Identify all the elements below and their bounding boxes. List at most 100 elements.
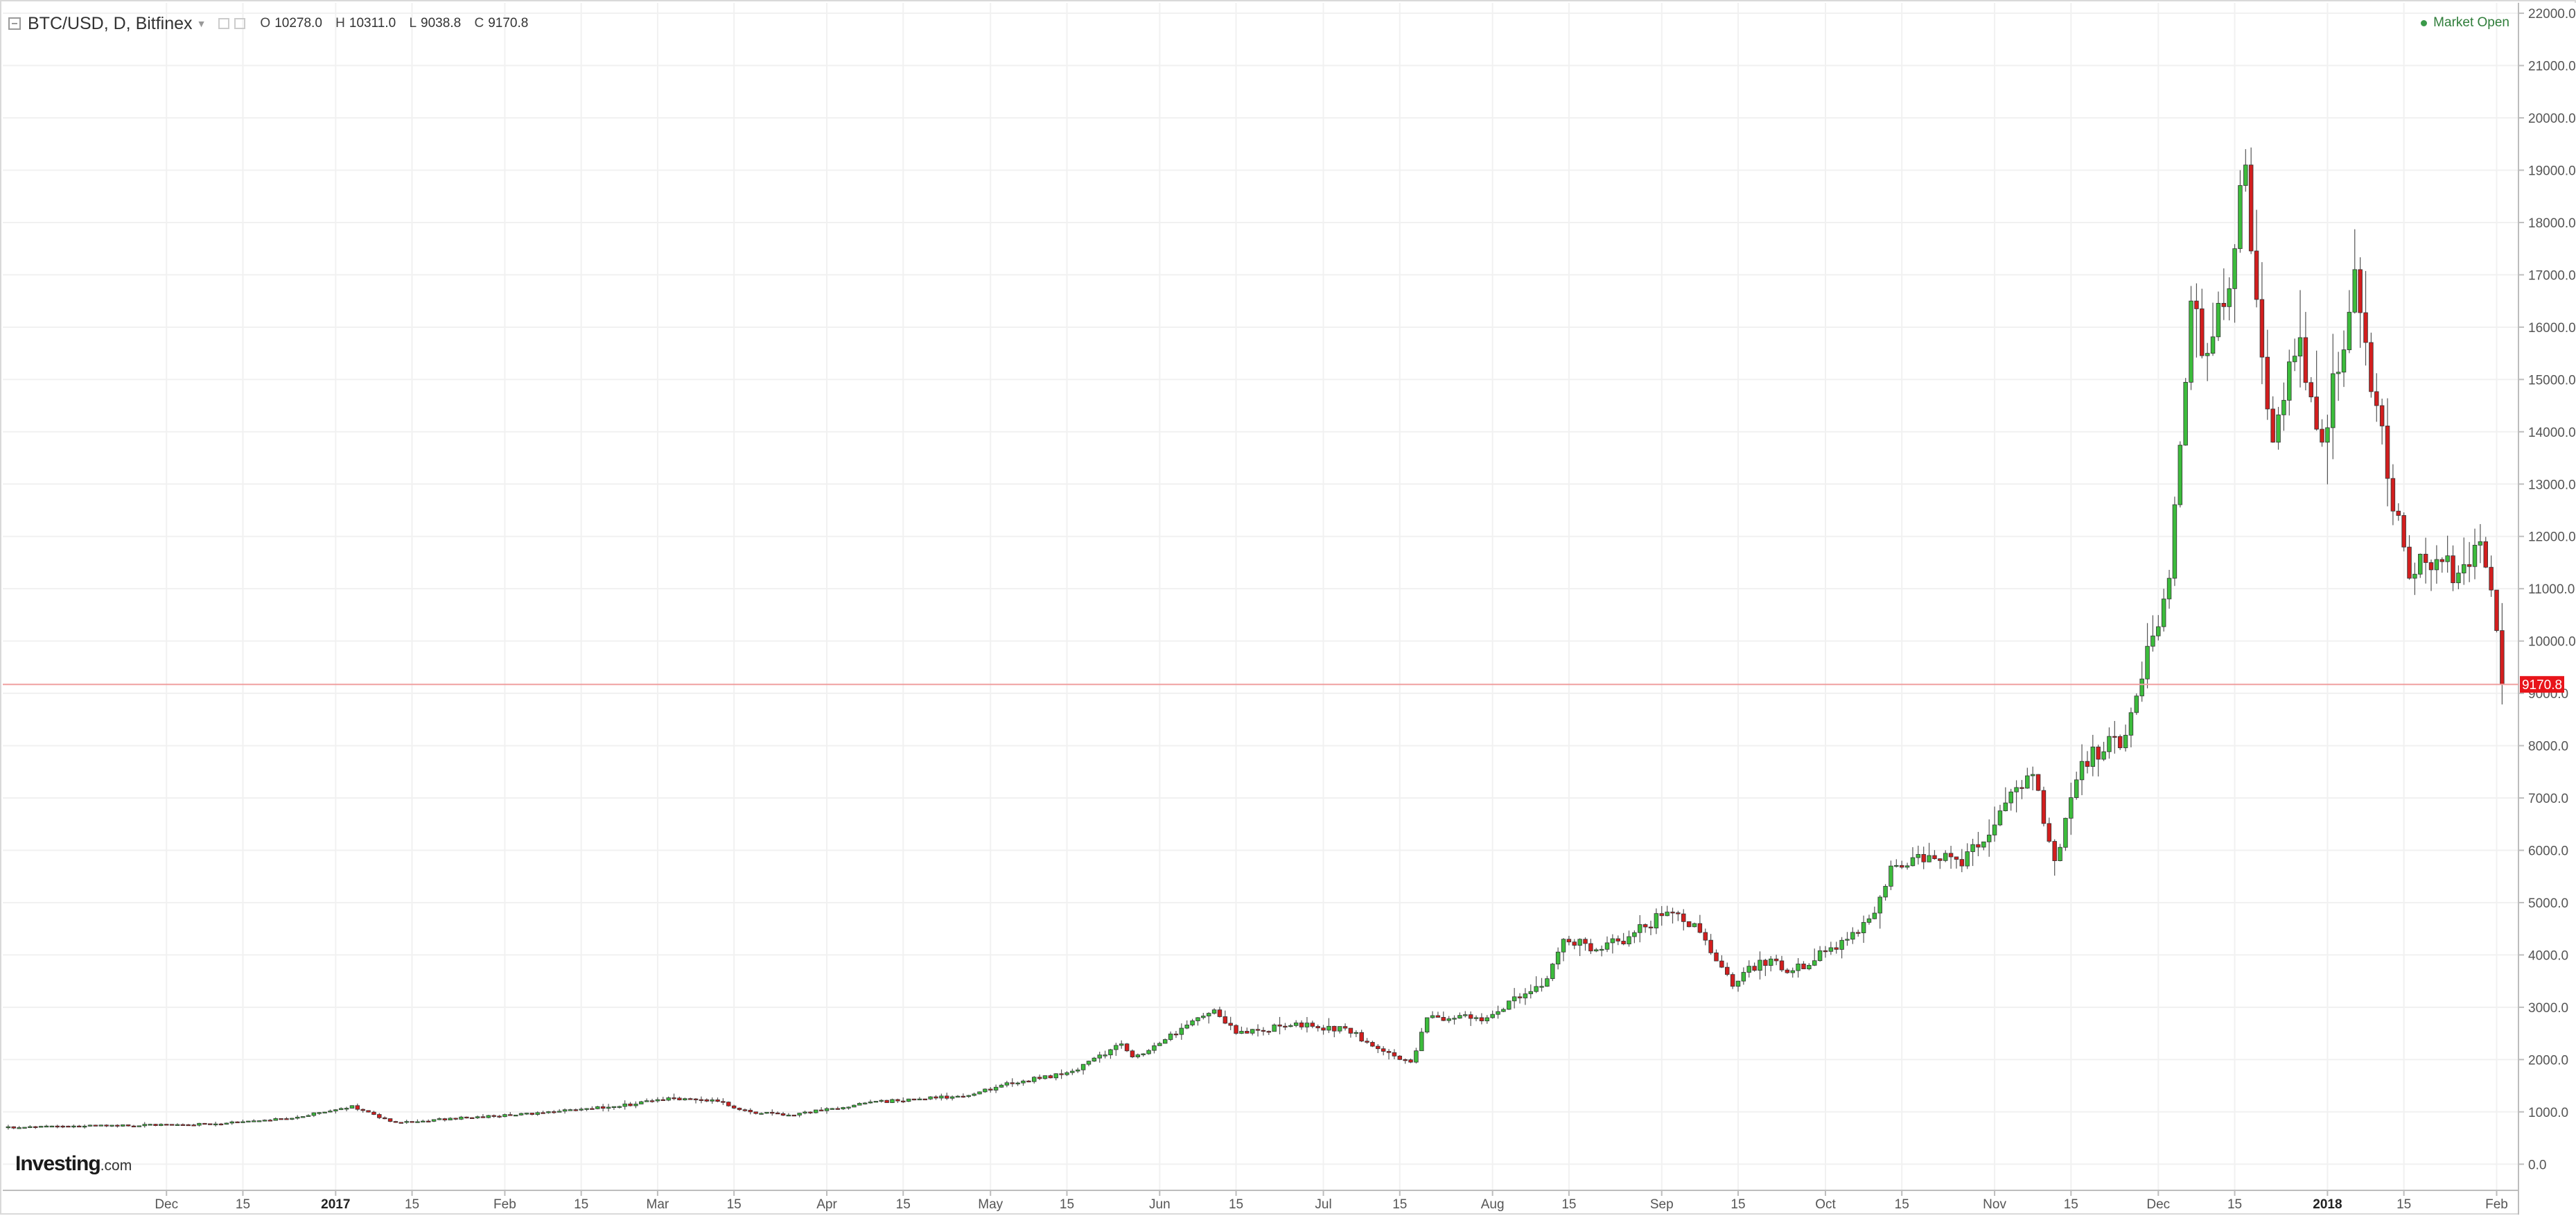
- time-tick-label: Nov: [1983, 1197, 2006, 1212]
- candle: [1981, 841, 1986, 851]
- candle-body-up: [1817, 950, 1823, 962]
- ohlc-key-low: L: [409, 16, 417, 31]
- candle-body-up: [797, 1113, 802, 1115]
- candle-body-up: [2172, 504, 2178, 579]
- candle-body-down: [1697, 923, 1703, 933]
- candle: [731, 1104, 737, 1109]
- candle: [153, 1123, 158, 1127]
- candle: [268, 1118, 273, 1122]
- candle: [748, 1108, 753, 1115]
- candle: [1823, 946, 1828, 958]
- candle: [1588, 939, 1593, 955]
- time-tick-label: 15: [405, 1197, 419, 1212]
- candle: [1403, 1058, 1408, 1064]
- price-tick-label: 19000.0: [2528, 164, 2576, 178]
- candle: [2008, 788, 2013, 811]
- candle: [1064, 1071, 1069, 1077]
- candle: [398, 1122, 404, 1124]
- candle: [1763, 958, 1768, 976]
- symbol-title[interactable]: BTC/USD, D, Bitfinex: [28, 13, 193, 33]
- candle-body-up: [683, 1098, 687, 1101]
- candle-body-up: [939, 1095, 944, 1099]
- candle: [1408, 1058, 1413, 1063]
- candle-body-up: [1665, 912, 1670, 917]
- candle: [2336, 351, 2341, 401]
- candle-body-up: [1184, 1025, 1189, 1029]
- candle-body-up: [1108, 1049, 1113, 1056]
- candle-body-up: [2074, 779, 2079, 798]
- candle-body-down: [2303, 337, 2308, 383]
- candle: [1337, 1026, 1342, 1034]
- candle: [1986, 819, 1992, 857]
- candle-body-up: [2238, 185, 2243, 250]
- price-tick-label: 10000.0: [2528, 635, 2576, 650]
- candle: [2128, 707, 2134, 748]
- candle-body-up: [814, 1109, 818, 1113]
- candle: [486, 1115, 491, 1119]
- candle: [2352, 229, 2358, 314]
- candle: [944, 1093, 949, 1100]
- candle-body-up: [644, 1100, 649, 1102]
- candle: [922, 1098, 927, 1101]
- candle-body-up: [1632, 932, 1637, 937]
- candle-body-up: [262, 1120, 268, 1122]
- candle: [240, 1120, 245, 1123]
- candle-body-up: [2183, 381, 2188, 446]
- candle: [949, 1095, 955, 1101]
- candle: [1157, 1041, 1162, 1046]
- candle-body-down: [1348, 1027, 1353, 1034]
- candle: [1479, 1013, 1484, 1025]
- candle-body-down: [660, 1099, 666, 1102]
- time-tick-label: 15: [2227, 1197, 2242, 1212]
- candle-body-up: [906, 1098, 911, 1102]
- candle: [300, 1116, 306, 1118]
- candle: [197, 1122, 202, 1127]
- candle: [1424, 1017, 1430, 1034]
- chevron-down-icon[interactable]: ▼: [196, 18, 207, 29]
- candle: [683, 1097, 687, 1101]
- candle-body-down: [731, 1105, 737, 1109]
- candle: [508, 1112, 513, 1116]
- candle: [1277, 1016, 1282, 1034]
- investing-logo[interactable]: Investing.com: [15, 1152, 132, 1176]
- candle: [2500, 602, 2505, 705]
- candle-body-up: [1190, 1020, 1195, 1025]
- candle: [218, 1122, 224, 1126]
- candle: [972, 1093, 976, 1097]
- settings-square-icon[interactable]: [218, 18, 230, 29]
- candle-body-up: [546, 1111, 551, 1113]
- candle-body-up: [579, 1109, 584, 1111]
- candle-body-up: [1599, 948, 1604, 951]
- candle-body-down: [1255, 1029, 1261, 1031]
- candle: [1938, 858, 1943, 869]
- collapse-legend-icon[interactable]: [8, 17, 21, 30]
- remove-square-icon[interactable]: [234, 18, 246, 29]
- candle: [1332, 1025, 1337, 1038]
- candle: [1539, 978, 1544, 992]
- candle-body-down: [1332, 1025, 1337, 1032]
- candle-body-down: [944, 1095, 949, 1099]
- candle: [699, 1096, 704, 1104]
- candle: [28, 1125, 33, 1129]
- candle-body-up: [1507, 1000, 1512, 1010]
- candle-body-up: [2412, 573, 2417, 579]
- candle-body-up: [786, 1114, 791, 1117]
- candle-body-up: [513, 1114, 518, 1117]
- candle-body-up: [518, 1113, 524, 1115]
- time-tick-label: Feb: [493, 1197, 516, 1212]
- candle-body-down: [1642, 924, 1648, 928]
- candle: [2030, 766, 2035, 791]
- candle-body-down: [1703, 932, 1708, 941]
- candle-body-up: [1610, 938, 1615, 944]
- candle-body-up: [764, 1111, 769, 1114]
- candle-body-up: [246, 1120, 251, 1122]
- candle-body-up: [928, 1096, 933, 1100]
- candle-body-up: [2462, 564, 2467, 573]
- candle: [2079, 744, 2085, 796]
- candle-body-up: [1523, 993, 1528, 998]
- candle-body-up: [1943, 853, 1948, 861]
- candle-body-up: [1419, 1032, 1424, 1052]
- candle-body-up: [1877, 896, 1882, 914]
- candle-body-up: [1424, 1017, 1430, 1033]
